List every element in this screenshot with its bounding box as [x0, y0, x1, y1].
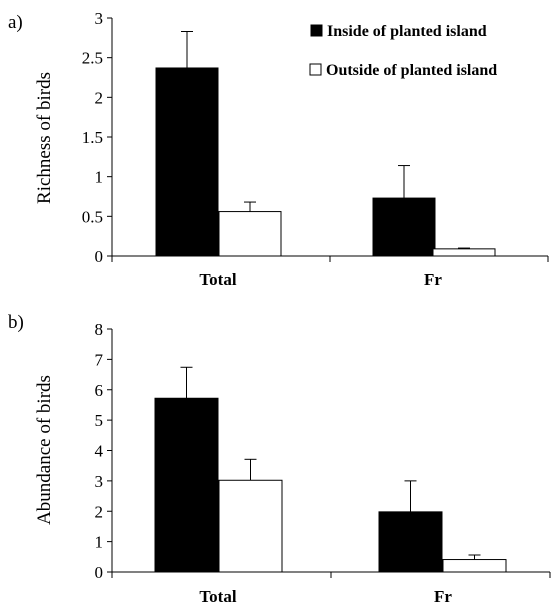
- panel-a-y-tick-label: 2: [95, 88, 104, 107]
- panel-b-bar-outside-total: [218, 479, 283, 573]
- panel-a-category-label: Fr: [424, 270, 442, 289]
- panel-b-y-tick-label: 0: [95, 563, 104, 582]
- panel-b-bar-inside-fr: [378, 511, 443, 573]
- panel-b-category-label: Total: [199, 587, 236, 606]
- panel-b-y-tick-label: 5: [95, 411, 104, 430]
- panel-a-y-tick-label: 2.5: [82, 49, 103, 68]
- panel-b-y-tick-label: 2: [95, 502, 104, 521]
- panel-b-y-tick-label: 7: [95, 350, 104, 369]
- panel-a-category-label: Total: [199, 270, 236, 289]
- panel-b-axes: 0 1 2 3 4 5 6 7 8 Total Fr: [95, 320, 551, 606]
- legend-swatch-outside: [309, 63, 322, 76]
- panel-a-y-tick-label: 3: [95, 9, 104, 28]
- legend-label-outside: Outside of planted island: [326, 62, 497, 79]
- panel-b-y-tick-label: 3: [95, 472, 104, 491]
- panel-b-bar-outside-fr: [442, 559, 507, 573]
- legend-label-inside: Inside of planted island: [327, 23, 487, 40]
- panel-b-bars: [154, 366, 507, 573]
- panel-b-y-tick-label: 6: [95, 381, 104, 400]
- panel-b-abundance: b) Abundance of birds 0 1 2 3 4 5 6 7 8 Total Fr: [8, 312, 551, 606]
- panel-a-y-tick-label: 0.5: [82, 207, 103, 226]
- legend: Inside of planted island Outside of plan…: [309, 23, 497, 79]
- legend-swatch-inside: [310, 24, 323, 37]
- panel-a-y-tick-label: 1.5: [82, 128, 103, 147]
- panel-a-label: a): [8, 12, 23, 33]
- panel-a-y-tick-label: 0: [95, 247, 104, 266]
- panel-a-y-axis-title: Richness of birds: [34, 72, 55, 204]
- panel-a-bars: [155, 30, 496, 257]
- panel-b-category-label: Fr: [434, 587, 452, 606]
- panel-a-bar-inside-fr: [372, 197, 436, 257]
- panel-a-bar-inside-total: [155, 67, 219, 257]
- panel-a-bar-outside-fr: [432, 248, 496, 257]
- panel-b-bar-inside-total: [154, 397, 219, 573]
- panel-a-richness: a) Richness of birds 0 0.5 1 1.5 2 2.5 3 Total F…: [8, 9, 549, 289]
- panel-b-y-tick-label: 1: [95, 533, 104, 552]
- panel-a-axes: 0 0.5 1 1.5 2 2.5 3 Total Fr: [82, 9, 549, 289]
- panel-b-y-tick-label: 4: [95, 442, 104, 461]
- panel-b-y-tick-label: 8: [95, 320, 104, 339]
- panel-b-y-axis-title: Abundance of birds: [34, 375, 55, 525]
- panel-a-bar-outside-total: [218, 211, 282, 257]
- panel-b-label: b): [8, 312, 24, 333]
- panel-a-y-tick-label: 1: [95, 168, 104, 187]
